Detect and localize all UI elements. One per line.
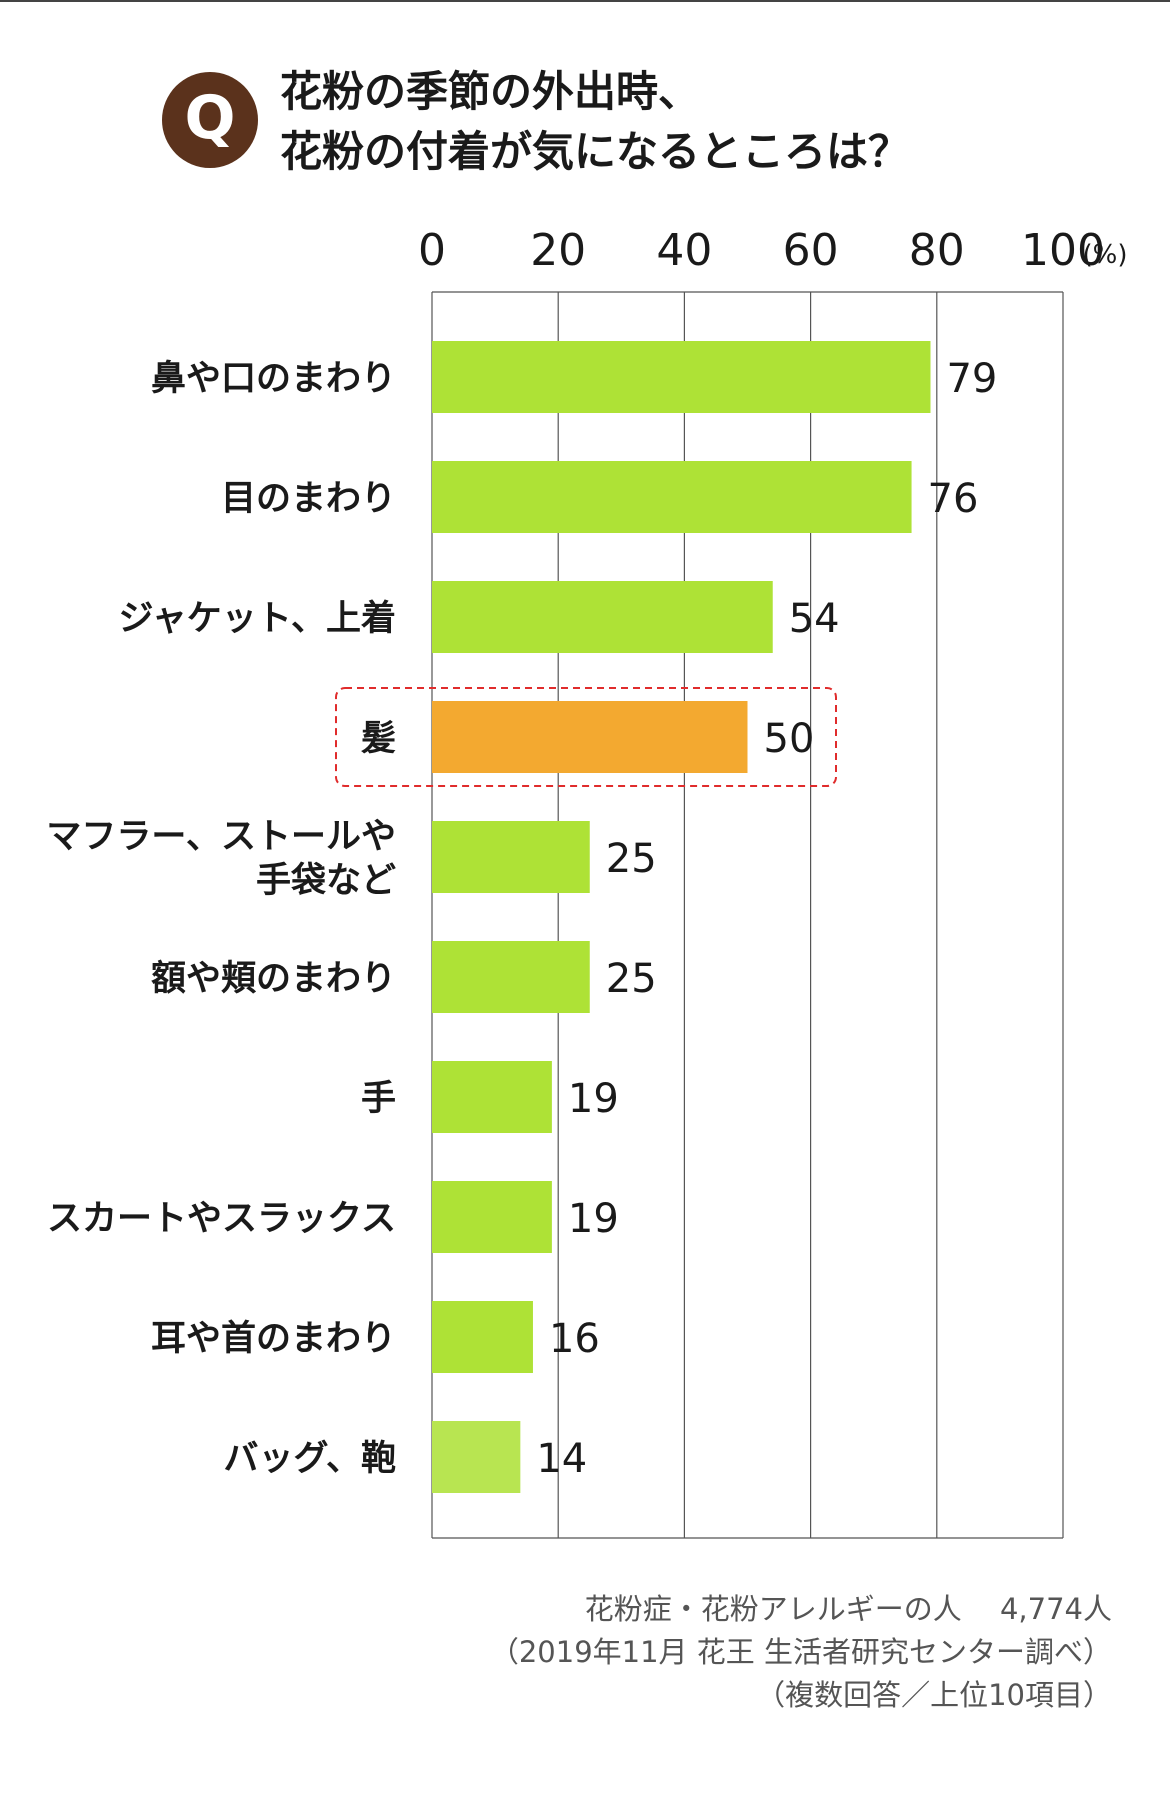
bar-6 (432, 941, 590, 1013)
category-label-4: 髪 (361, 719, 396, 759)
category-label-8: スカートやスラックス (47, 1199, 396, 1239)
x-tick-label-100: 100 (1021, 225, 1105, 276)
bar-4 (432, 701, 748, 773)
bar-value-label-7: 19 (568, 1076, 619, 1122)
category-label-2: 目のまわり (221, 479, 396, 519)
source-note: 花粉症・花粉アレルギーの人 4,774人 （2019年11月 花王 生活者研究セ… (490, 1588, 1112, 1717)
bar-value-label-4: 50 (764, 716, 815, 762)
x-axis-unit: (%) (1083, 240, 1128, 270)
x-tick-label-0: 0 (418, 225, 446, 276)
bar-chart: 0 20 40 60 80 100(%) 79 鼻や口のまわり 76 目のまわり 54 ジャケット、上… (46, 225, 1128, 1539)
bar-value-label-6: 25 (606, 956, 657, 1002)
bar-3 (432, 581, 773, 653)
bar-7 (432, 1061, 552, 1133)
source-line-2: （2019年11月 花王 生活者研究センター調べ） (489, 1635, 1112, 1669)
category-label-6: 額や頬のまわり (151, 959, 396, 999)
category-label-5-line-1: マフラー、ストールや (46, 817, 396, 857)
bar-value-label-1: 79 (946, 356, 997, 402)
bar-8 (432, 1181, 552, 1253)
question-badge-letter: Q (184, 83, 236, 153)
question-title: 花粉の季節の外出時、 花粉の付着が気になるところは？ (280, 62, 1140, 182)
category-label-10: バッグ、鞄 (223, 1439, 396, 1479)
bar-value-label-8: 19 (568, 1196, 619, 1242)
top-border (0, 0, 1170, 2)
x-tick-label-20: 20 (530, 225, 586, 276)
bar-9 (432, 1301, 533, 1373)
bar-value-label-9: 16 (549, 1316, 600, 1362)
source-line-3: （複数回答／上位10項目） (756, 1678, 1112, 1712)
category-label-1: 鼻や口のまわり (151, 359, 396, 399)
question-title-line-1: 花粉の季節の外出時、 (280, 67, 701, 116)
category-label-7: 手 (361, 1079, 396, 1119)
question-title-line-2: 花粉の付着が気になるところは？ (280, 127, 911, 176)
x-tick-label-40: 40 (656, 225, 712, 276)
bar-2 (432, 461, 912, 533)
bar-value-label-3: 54 (789, 596, 840, 642)
category-label-3: ジャケット、上着 (118, 599, 396, 639)
bar-value-label-5: 25 (606, 836, 657, 882)
bar-value-label-10: 14 (536, 1436, 587, 1482)
highlight-box (335, 687, 837, 787)
bar-1 (432, 341, 931, 413)
bar-value-label-2: 76 (928, 476, 979, 522)
bar-10 (432, 1421, 521, 1493)
source-line-1: 花粉症・花粉アレルギーの人 4,774人 (584, 1592, 1112, 1626)
category-label-9: 耳や首のまわり (151, 1319, 396, 1359)
x-tick-label-80: 80 (909, 225, 965, 276)
x-tick-label-60: 60 (783, 225, 839, 276)
question-badge: Q (162, 72, 258, 168)
category-label-5-line-2: 手袋など (256, 861, 396, 901)
bar-5 (432, 821, 590, 893)
